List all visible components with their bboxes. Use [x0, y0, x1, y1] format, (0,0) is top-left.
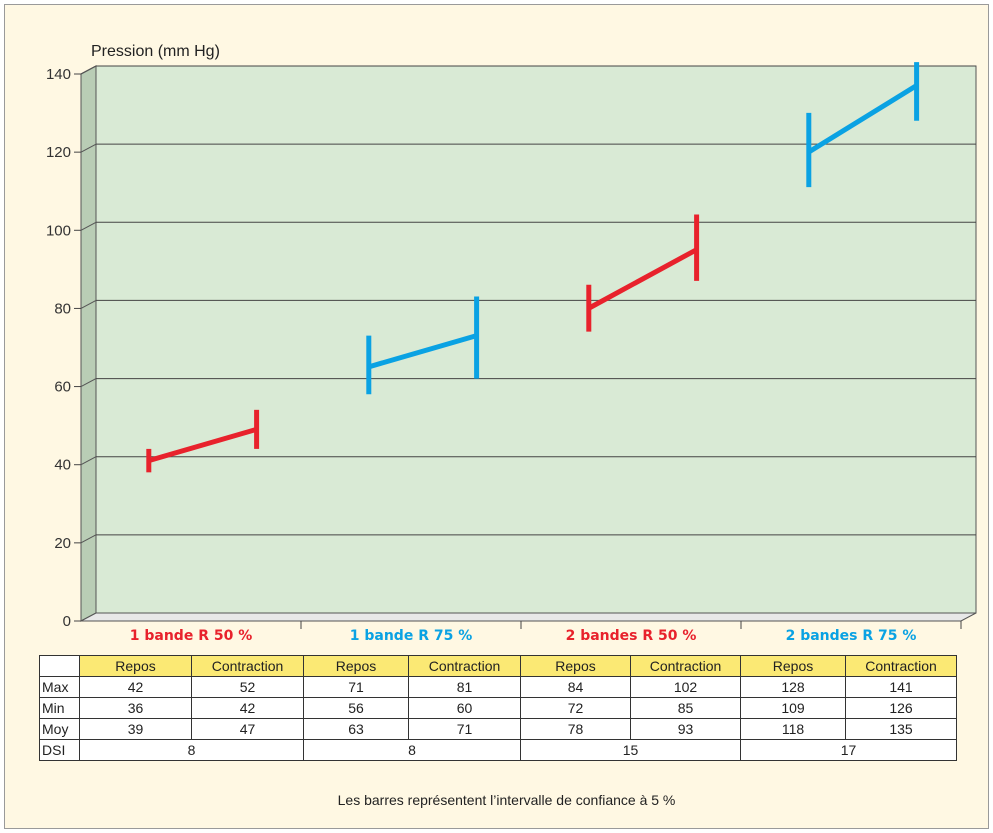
- table-cell: 102: [630, 676, 741, 698]
- series-line: [368, 333, 478, 370]
- column-header: Contraction: [845, 655, 957, 677]
- series-line: [807, 83, 918, 155]
- table-row: Moy 39 47 63 71 78 93 118 135: [39, 718, 957, 740]
- table-cell: 85: [630, 697, 741, 719]
- table-cell: 78: [520, 718, 631, 740]
- y-axis-label: Pression (mm Hg): [91, 43, 220, 60]
- y-tick-label: 140: [46, 66, 71, 83]
- group-label: 2 bandes R 75 %: [786, 628, 917, 640]
- y-axis: 0 20 40 60 80 100 120 140: [46, 66, 81, 630]
- y-tick-label: 20: [54, 535, 71, 552]
- y-tick-label: 120: [46, 144, 71, 161]
- column-header: Contraction: [191, 655, 304, 677]
- gridline-diag: [80, 221, 97, 231]
- series-line: [587, 247, 698, 311]
- row-label: Moy: [39, 718, 80, 740]
- table-cell: 135: [845, 718, 957, 740]
- series-marks: [146, 62, 920, 473]
- row-label: Max: [39, 676, 80, 698]
- table-cell: 42: [191, 697, 304, 719]
- plot-side-face: [80, 65, 97, 622]
- dsi-cell: 17: [740, 739, 957, 761]
- table-header-row: Repos Contraction Repos Contraction Repos Con…: [39, 655, 957, 677]
- column-header: Repos: [79, 655, 192, 677]
- gridline-diag: [80, 143, 97, 153]
- column-header: Contraction: [408, 655, 521, 677]
- table-cell: 126: [845, 697, 957, 719]
- series-line: [148, 426, 258, 464]
- y-tick-label: 60: [54, 379, 71, 396]
- table-row: Max 42 52 71 81 84 102 128 141: [39, 676, 957, 698]
- column-header: Contraction: [630, 655, 741, 677]
- gridline-diag: [80, 534, 97, 544]
- plot-area: [95, 65, 977, 614]
- dsi-cell: 8: [79, 739, 304, 761]
- table-cell: 93: [630, 718, 741, 740]
- plot-floor: [80, 612, 977, 622]
- table-cell: 128: [740, 676, 846, 698]
- column-header: Repos: [520, 655, 631, 677]
- table-cell: 71: [303, 676, 409, 698]
- dsi-cell: 15: [520, 739, 741, 761]
- y-tick-label: 80: [54, 300, 71, 317]
- y-tick-label: 100: [46, 222, 71, 239]
- gridline-diag: [80, 378, 97, 388]
- y-tick-label: 0: [63, 613, 71, 630]
- table-cell: 56: [303, 697, 409, 719]
- group-label: 1 bande R 75 %: [350, 628, 472, 640]
- table-cell: 71: [408, 718, 521, 740]
- table-cell: 47: [191, 718, 304, 740]
- table-cell: 118: [740, 718, 846, 740]
- table-cell: 52: [191, 676, 304, 698]
- table-cell: 36: [79, 697, 192, 719]
- group-label: 2 bandes R 50 %: [566, 628, 697, 640]
- table-corner-cell: [39, 655, 80, 677]
- table-cell: 109: [740, 697, 846, 719]
- table-cell: 39: [79, 718, 192, 740]
- table-cell: 72: [520, 697, 631, 719]
- gridline-diag: [80, 299, 97, 309]
- table-cell: 60: [408, 697, 521, 719]
- table-cell: 81: [408, 676, 521, 698]
- y-tick-label: 40: [54, 457, 71, 474]
- gridlines: [80, 65, 976, 544]
- table-cell: 42: [79, 676, 192, 698]
- group-labels: 1 bande R 50 % 1 bande R 75 % 2 bandes R 5…: [130, 621, 962, 640]
- data-table: Repos Contraction Repos Contraction Repos Con…: [39, 655, 957, 761]
- gridline-diag: [80, 65, 97, 75]
- dsi-cell: 8: [303, 739, 521, 761]
- table-row-dsi: DSI 8 8 15 17: [39, 739, 957, 761]
- table-row: Min 36 42 56 60 72 85 109 126: [39, 697, 957, 719]
- column-header: Repos: [740, 655, 846, 677]
- column-header: Repos: [303, 655, 409, 677]
- row-label: DSI: [39, 739, 80, 761]
- table-cell: 84: [520, 676, 631, 698]
- group-label: 1 bande R 50 %: [130, 628, 252, 640]
- chart-caption: Les barres représentent l’intervalle de …: [337, 792, 676, 808]
- row-label: Min: [39, 697, 80, 719]
- table-cell: 63: [303, 718, 409, 740]
- gridline-diag: [80, 456, 97, 466]
- table-cell: 141: [845, 676, 957, 698]
